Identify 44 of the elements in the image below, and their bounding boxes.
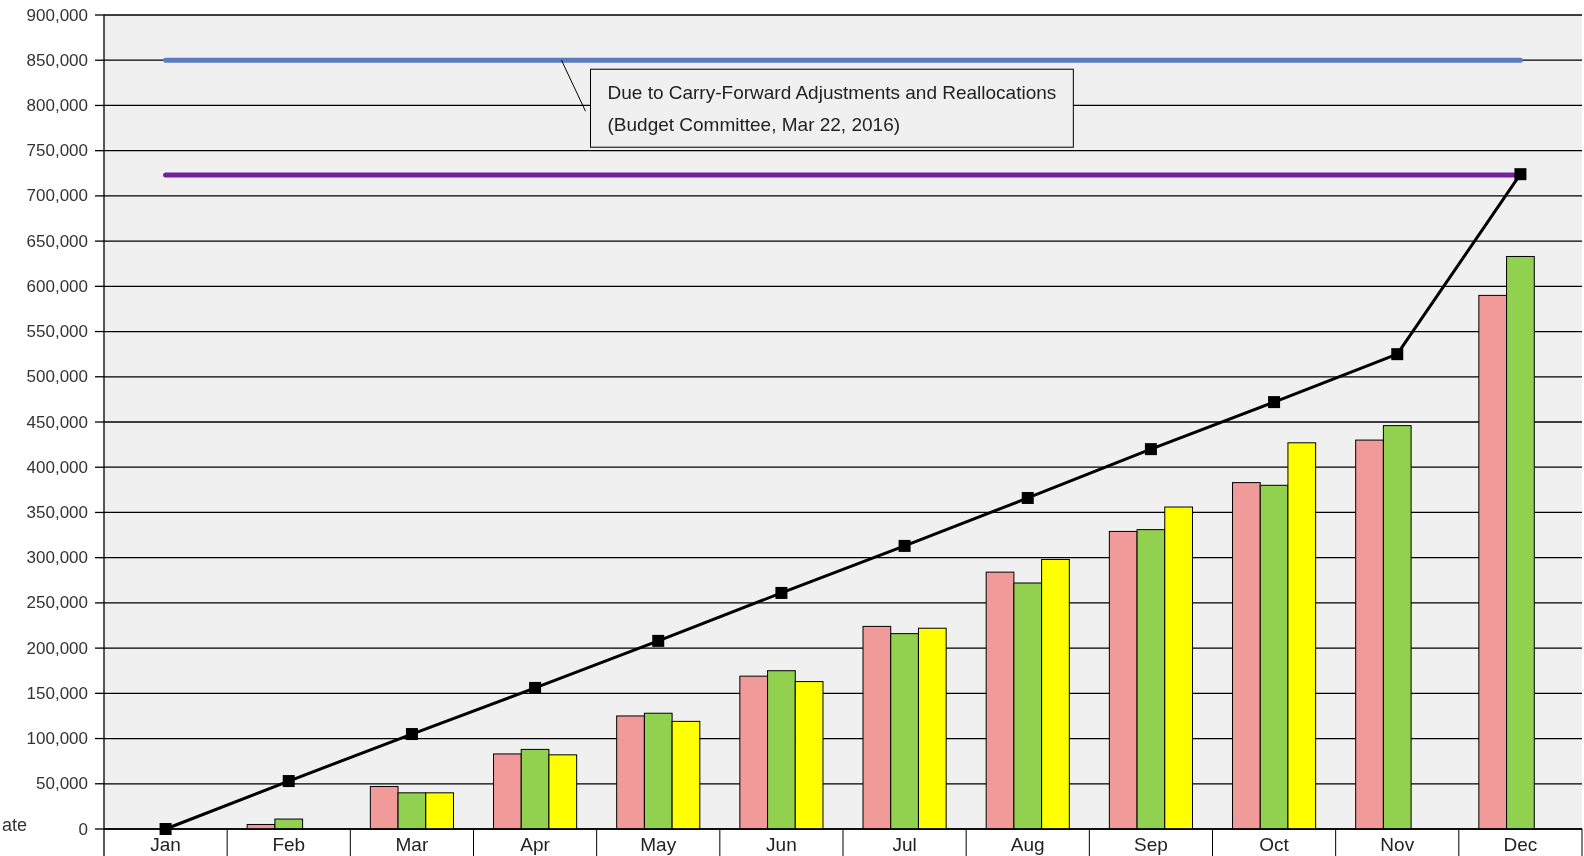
y-tick-label: 550,000: [26, 322, 88, 342]
x-tick-label: Jan: [150, 834, 181, 855]
text: ate: [2, 815, 28, 835]
y-tick-label: 650,000: [26, 231, 88, 251]
x-tick-label: Sep: [1134, 834, 1168, 855]
x-tick-label: Nov: [1380, 834, 1415, 855]
x-tick-label: May: [640, 834, 677, 855]
point: [1391, 348, 1404, 361]
x-tick-label: Aug: [1010, 834, 1045, 855]
y-tick-label: 350,000: [26, 502, 88, 522]
y-tick-label: 850,000: [26, 50, 88, 70]
x-tick-label: Jun: [766, 834, 797, 855]
y-tick-label: 900,000: [26, 5, 88, 25]
point: [1514, 168, 1527, 181]
x-tick-label: Apr: [520, 834, 551, 855]
y-tick-label: 100,000: [26, 729, 88, 749]
y-tick-label: 600,000: [26, 276, 88, 296]
x-tick-label: Oct: [1259, 834, 1290, 855]
y-tick-label: 700,000: [26, 186, 88, 206]
y-tick-label: 500,000: [26, 367, 88, 387]
point: [405, 728, 418, 741]
y-tick-label: 450,000: [26, 412, 88, 432]
point: [529, 681, 542, 694]
y-tick-label: 750,000: [26, 141, 88, 161]
y-tick-label: 50,000: [36, 774, 88, 794]
y-tick-label: 400,000: [26, 457, 88, 477]
point: [1021, 491, 1034, 504]
x-tick-label: Dec: [1503, 834, 1538, 855]
x-tick-label: Feb: [272, 834, 306, 855]
y-tick-label: 250,000: [26, 593, 88, 613]
y-tick-label: 800,000: [26, 95, 88, 115]
point: [1144, 443, 1157, 456]
point: [282, 775, 295, 788]
y-tick-label: 150,000: [26, 683, 88, 703]
x-tick-label: Mar: [395, 834, 429, 855]
y-tick-label: 0: [78, 819, 88, 839]
y-tick-label: 300,000: [26, 548, 88, 568]
point: [1268, 396, 1281, 409]
point: [652, 634, 665, 647]
annotation: Due to Carry-Forward Adjustments and Reallocations (Budget Committee, Mar 22, 2016): [607, 82, 1057, 136]
x-tick-label: Jul: [892, 834, 917, 855]
y-tick-label: 200,000: [26, 638, 88, 658]
point: [898, 539, 911, 552]
point: [775, 586, 788, 599]
